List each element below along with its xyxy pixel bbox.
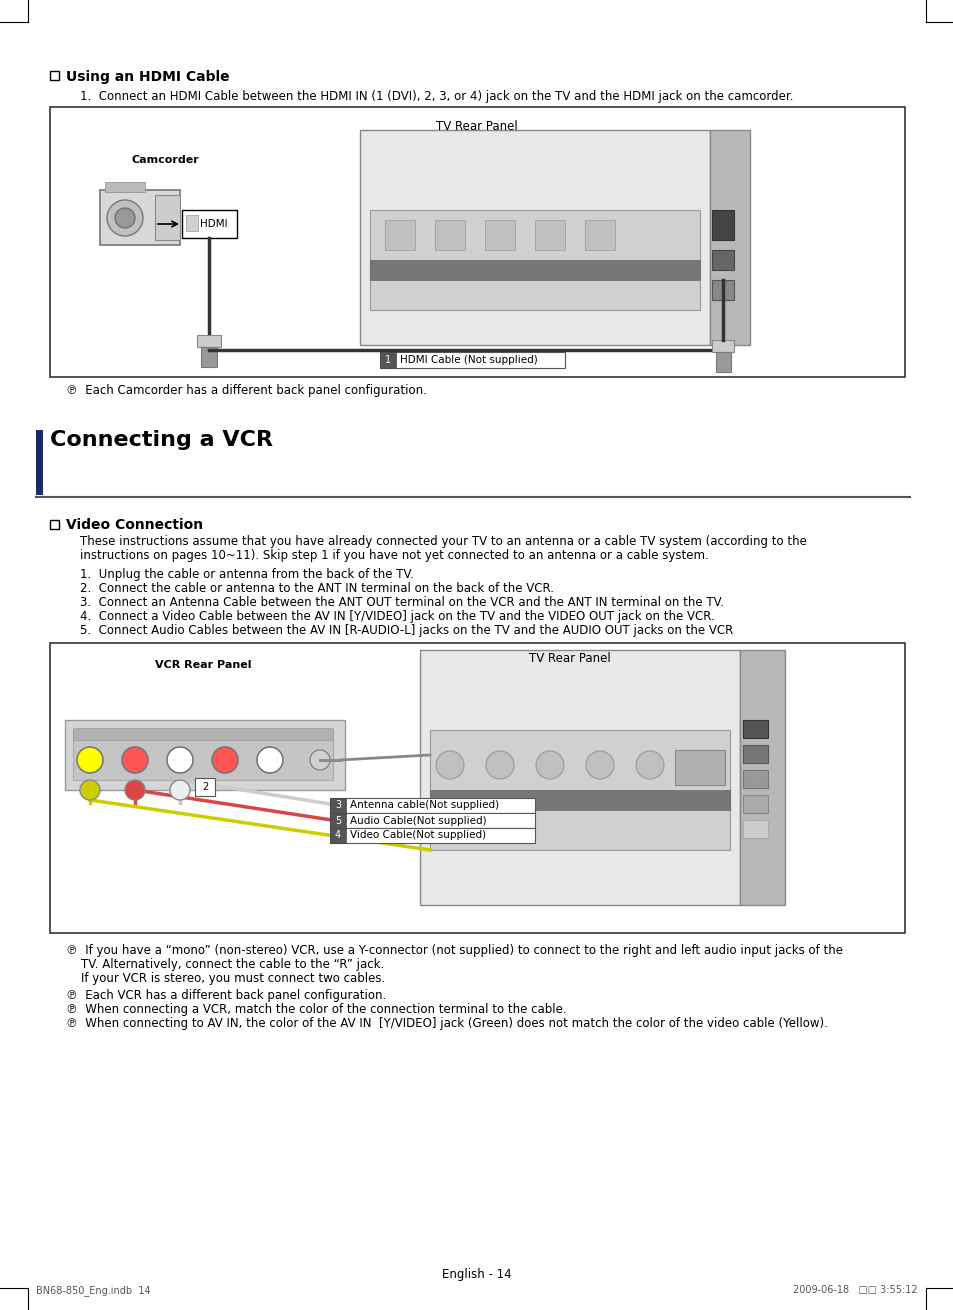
Bar	[73, 728, 333, 740]
Circle shape	[122, 747, 148, 773]
Bar	[370, 259, 700, 280]
Text: 3: 3	[335, 800, 341, 811]
Bar	[50, 71, 59, 80]
Text: 3.  Connect an Antenna Cable between the ANT OUT terminal on the VCR and the ANT: 3. Connect an Antenna Cable between the …	[80, 596, 723, 609]
Text: Camcorder: Camcorder	[132, 155, 199, 165]
Bar	[711, 250, 733, 270]
Bar	[711, 280, 733, 300]
Bar	[50, 520, 59, 529]
Text: 5: 5	[335, 816, 341, 825]
Bar	[330, 828, 535, 844]
Circle shape	[636, 751, 663, 779]
Text: TV. Alternatively, connect the cable to the “R” jack.: TV. Alternatively, connect the cable to …	[66, 958, 384, 971]
Text: 2: 2	[202, 782, 208, 793]
Bar	[330, 798, 535, 814]
Text: HDMI Cable (Not supplied): HDMI Cable (Not supplied)	[399, 355, 537, 365]
Bar	[675, 751, 724, 785]
Bar	[330, 814, 535, 828]
Circle shape	[115, 208, 135, 228]
Text: 1.  Connect an HDMI Cable between the HDMI IN (1 (DVI), 2, 3, or 4) jack on the : 1. Connect an HDMI Cable between the HDM…	[80, 90, 793, 103]
Circle shape	[77, 747, 103, 773]
Bar	[50, 107, 904, 377]
Text: 4.  Connect a Video Cable between the AV IN [Y/VIDEO] jack on the TV and the VID: 4. Connect a Video Cable between the AV …	[80, 610, 714, 624]
Text: 1.  Unplug the cable or antenna from the back of the TV.: 1. Unplug the cable or antenna from the …	[80, 569, 414, 582]
Text: If your VCR is stereo, you must connect two cables.: If your VCR is stereo, you must connect …	[66, 972, 385, 985]
Bar	[711, 341, 733, 352]
Bar	[484, 220, 515, 250]
Bar	[716, 352, 730, 372]
Bar	[330, 828, 346, 844]
Bar	[385, 220, 415, 250]
Bar	[742, 820, 767, 838]
Circle shape	[485, 751, 514, 779]
Bar	[711, 210, 733, 240]
Text: 5.  Connect Audio Cables between the AV IN [R-AUDIO-L] jacks on the TV and the A: 5. Connect Audio Cables between the AV I…	[80, 624, 733, 637]
Text: Video Connection: Video Connection	[66, 517, 203, 532]
Circle shape	[107, 200, 143, 236]
Text: BN68-850_Eng.indb  14: BN68-850_Eng.indb 14	[36, 1285, 151, 1296]
Bar	[742, 745, 767, 762]
Circle shape	[536, 751, 563, 779]
Bar	[182, 210, 236, 238]
Text: 2.  Connect the cable or antenna to the ANT IN terminal on the back of the VCR.: 2. Connect the cable or antenna to the A…	[80, 582, 554, 595]
Text: English - 14: English - 14	[442, 1268, 511, 1281]
Bar	[105, 182, 145, 193]
Circle shape	[310, 751, 330, 770]
Bar	[709, 130, 749, 345]
Text: ℗  When connecting to AV IN, the color of the AV IN  [Y/VIDEO] jack (Green) does: ℗ When connecting to AV IN, the color of…	[66, 1017, 827, 1030]
Bar	[330, 814, 346, 828]
Bar	[100, 190, 180, 245]
Bar	[430, 790, 729, 810]
Bar	[742, 795, 767, 814]
Bar	[430, 730, 729, 850]
Bar	[742, 721, 767, 738]
Bar	[154, 195, 180, 240]
Text: Connecting a VCR: Connecting a VCR	[50, 430, 273, 451]
Text: ℗  Each VCR has a different back panel configuration.: ℗ Each VCR has a different back panel co…	[66, 989, 386, 1002]
Bar	[201, 347, 216, 367]
Circle shape	[167, 747, 193, 773]
Circle shape	[256, 747, 283, 773]
Text: ℗  When connecting a VCR, match the color of the connection terminal to the cabl: ℗ When connecting a VCR, match the color…	[66, 1003, 566, 1017]
Bar	[50, 643, 904, 933]
Text: These instructions assume that you have already connected your TV to an antenna : These instructions assume that you have …	[80, 534, 806, 548]
Text: TV Rear Panel: TV Rear Panel	[436, 121, 517, 134]
Circle shape	[585, 751, 614, 779]
Text: 1: 1	[384, 355, 391, 365]
Bar	[196, 335, 221, 347]
Bar	[435, 220, 464, 250]
Text: ℗  Each Camcorder has a different back panel configuration.: ℗ Each Camcorder has a different back pa…	[66, 384, 426, 397]
Bar	[65, 721, 345, 790]
Circle shape	[212, 747, 237, 773]
Text: 4: 4	[335, 831, 341, 841]
Bar	[742, 770, 767, 789]
Text: instructions on pages 10~11). Skip step 1 if you have not yet connected to an an: instructions on pages 10~11). Skip step …	[80, 549, 708, 562]
Bar	[36, 430, 43, 495]
Circle shape	[80, 779, 100, 800]
Text: ℗  If you have a “mono” (non-stereo) VCR, use a Y-connector (not supplied) to co: ℗ If you have a “mono” (non-stereo) VCR,…	[66, 945, 842, 958]
Text: Antenna cable(Not supplied): Antenna cable(Not supplied)	[350, 800, 498, 811]
Circle shape	[436, 751, 463, 779]
Bar	[379, 352, 395, 368]
Text: HDMI: HDMI	[200, 219, 228, 229]
Bar	[379, 352, 564, 368]
Bar	[740, 650, 784, 905]
Text: VCR Rear Panel: VCR Rear Panel	[154, 660, 252, 669]
Bar	[194, 778, 214, 796]
Circle shape	[125, 779, 145, 800]
Bar	[535, 220, 564, 250]
Text: Using an HDMI Cable: Using an HDMI Cable	[66, 69, 230, 84]
Bar	[370, 210, 700, 310]
Bar	[73, 730, 333, 779]
Circle shape	[170, 779, 190, 800]
Bar	[584, 220, 615, 250]
Bar	[330, 798, 346, 814]
Text: Video Cable(Not supplied): Video Cable(Not supplied)	[350, 831, 486, 841]
Text: Audio Cable(Not supplied): Audio Cable(Not supplied)	[350, 816, 486, 825]
Bar	[186, 215, 198, 231]
Bar	[359, 130, 709, 345]
Bar	[419, 650, 740, 905]
Text: TV Rear Panel: TV Rear Panel	[529, 652, 610, 665]
Text: 2009-06-18   □□ 3:55:12: 2009-06-18 □□ 3:55:12	[793, 1285, 917, 1296]
